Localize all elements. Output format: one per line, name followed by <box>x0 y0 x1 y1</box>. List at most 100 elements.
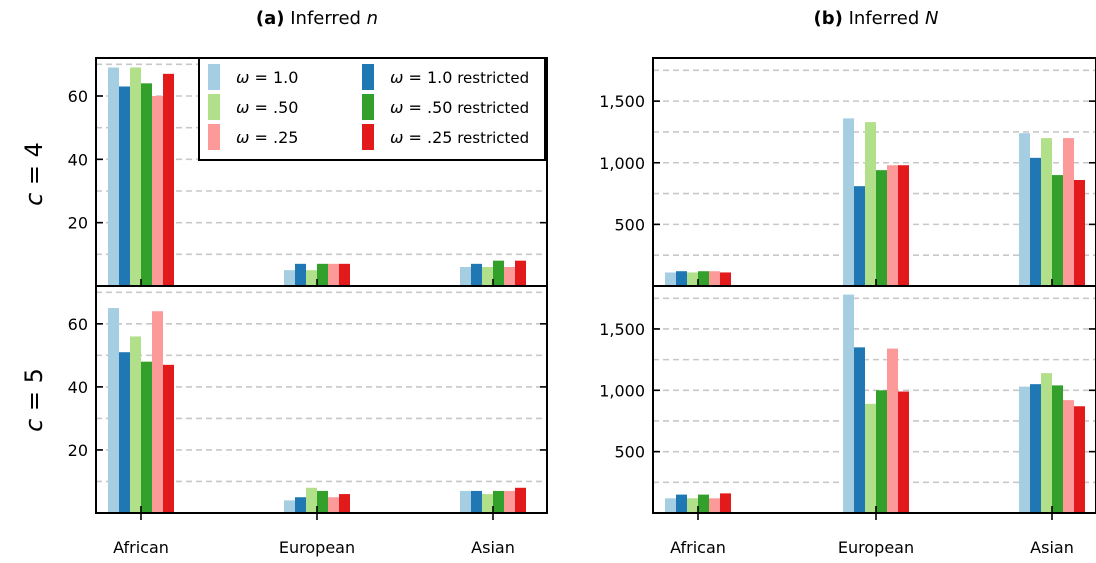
y-tick-label: 40 <box>68 378 88 397</box>
y-tick-label: 1,000 <box>599 381 645 400</box>
bar <box>339 494 350 513</box>
y-tick-label: 60 <box>68 87 88 106</box>
y-tick-label: 1,500 <box>599 320 645 339</box>
category-label: European <box>838 538 914 557</box>
bar <box>317 490 328 513</box>
bar <box>887 165 898 286</box>
legend-swatch <box>362 94 374 120</box>
bar <box>471 490 482 513</box>
bar <box>687 498 698 513</box>
bar <box>317 263 328 286</box>
bar <box>898 165 909 286</box>
bar <box>482 494 493 513</box>
bar <box>328 497 339 513</box>
bar <box>865 122 876 286</box>
panel-2: 20 40 60 African European Asian <box>68 285 548 557</box>
bar <box>515 487 526 513</box>
bar <box>898 391 909 513</box>
bar <box>887 348 898 513</box>
legend-swatch <box>362 124 374 150</box>
legend-swatch <box>362 64 374 90</box>
legend-label: ω = .25 <box>236 128 298 147</box>
y-tick-label: 20 <box>68 214 88 233</box>
bar <box>130 67 141 286</box>
bar <box>130 336 141 513</box>
bar <box>493 490 504 513</box>
bar <box>1030 157 1041 286</box>
panel-title-b: (b) Inferred N <box>814 8 939 29</box>
bar <box>295 263 306 286</box>
bar <box>1074 180 1085 286</box>
bar <box>493 260 504 286</box>
bar <box>1074 406 1085 513</box>
bar <box>687 272 698 286</box>
bar <box>460 490 471 513</box>
bar <box>163 364 174 513</box>
bar <box>720 493 731 513</box>
legend-label: ω = .50 <box>236 98 298 117</box>
legend-label: ω = .50 restricted <box>390 98 529 117</box>
row-label-c4: c = 4 <box>20 142 48 206</box>
panel-1: 500 1,000 1,500 <box>599 57 1096 287</box>
axes-frame <box>95 285 548 514</box>
bar <box>676 494 687 513</box>
legend-label: ω = 1.0 restricted <box>390 68 529 87</box>
y-tick-label: 20 <box>68 441 88 460</box>
bar <box>720 272 731 286</box>
bar <box>709 271 720 286</box>
bar <box>284 270 295 286</box>
bar <box>709 498 720 513</box>
bar <box>1052 175 1063 286</box>
bar <box>854 347 865 513</box>
bar <box>306 270 317 286</box>
bar <box>876 170 887 286</box>
bar <box>698 494 709 513</box>
bar <box>108 67 119 286</box>
bar <box>295 497 306 513</box>
y-tick-label: 1,500 <box>599 92 645 111</box>
legend-label: ω = .25 restricted <box>390 128 529 147</box>
bar <box>141 361 152 513</box>
bar <box>676 271 687 286</box>
bar <box>108 308 119 513</box>
bar <box>854 186 865 286</box>
bar <box>665 272 676 286</box>
legend: ω = 1.0 ω = 1.0 restricted ω = .50 ω = .50 … <box>198 57 546 161</box>
panels: 20 40 60 500 1,000 1,500 20 40 60 African European… <box>68 57 1096 557</box>
legend-swatch <box>208 94 220 120</box>
bar <box>876 390 887 513</box>
row-label-c5: c = 5 <box>20 368 48 432</box>
bar <box>306 487 317 513</box>
legend-swatch <box>208 64 220 90</box>
bar <box>843 294 854 513</box>
bar <box>328 263 339 286</box>
bar <box>515 260 526 286</box>
bar <box>141 83 152 286</box>
y-tick-label: 500 <box>614 443 645 462</box>
panel-title-a: (a) Inferred n <box>256 8 378 29</box>
bar <box>471 263 482 286</box>
bar <box>1063 400 1074 513</box>
y-tick-label: 1,000 <box>599 154 645 173</box>
bar <box>865 403 876 513</box>
panel-3: 500 1,000 1,500 African European Asian <box>599 285 1096 557</box>
bar <box>119 352 130 513</box>
bar <box>119 86 130 286</box>
category-label: Asian <box>471 538 515 557</box>
bar <box>1030 384 1041 513</box>
bar <box>504 267 515 286</box>
y-tick-label: 40 <box>68 150 88 169</box>
bar <box>482 267 493 286</box>
legend-label: ω = 1.0 <box>236 68 298 87</box>
category-label: African <box>113 538 169 557</box>
legend-swatch <box>208 124 220 150</box>
bar <box>698 271 709 286</box>
category-label: Asian <box>1030 538 1074 557</box>
bar <box>1019 133 1030 286</box>
bar <box>665 498 676 513</box>
bar <box>152 96 163 286</box>
bar <box>504 490 515 513</box>
axes-frame <box>652 285 1096 514</box>
bar <box>339 263 350 286</box>
